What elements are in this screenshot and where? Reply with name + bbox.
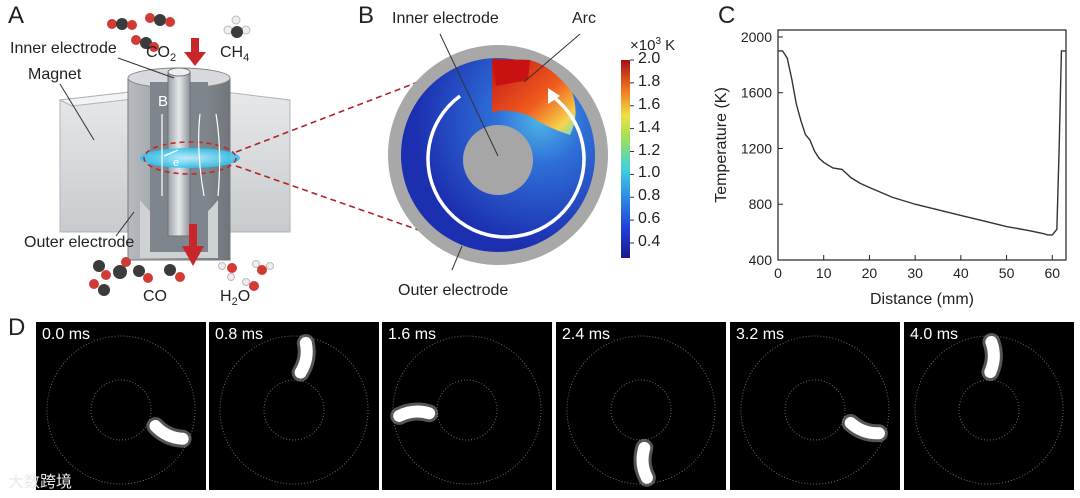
x-tick-label: 10 [816, 265, 832, 281]
camera-frame: 2.4 ms [556, 322, 726, 490]
plasma-ring [140, 148, 240, 168]
panel-a-outer-electrode-label: Outer electrode [24, 234, 135, 251]
outer-electrode-outline [392, 335, 542, 485]
watermark: 大数跨境 [8, 472, 73, 491]
temperature-map [235, 33, 634, 271]
co-molecules [89, 257, 185, 296]
arc-channel [636, 441, 653, 484]
colorbar [621, 59, 634, 258]
colorbar-tick-label: 1.2 [638, 141, 661, 159]
panel-d-letter: D [8, 314, 26, 341]
camera-frame: 1.6 ms [382, 322, 552, 490]
co2-molecules [107, 13, 175, 52]
arc-channel [984, 336, 1000, 379]
x-tick-label: 60 [1044, 265, 1060, 281]
arc-channel [294, 337, 313, 379]
frame-image [566, 335, 716, 487]
y-tick-label: 400 [749, 252, 773, 268]
magnet-block [58, 91, 291, 233]
temperature-series-line [778, 50, 1066, 236]
inflow-arrow [184, 38, 206, 66]
outer-electrode-outline [219, 335, 369, 485]
panel-b-outer-electrode-label: Outer electrode [398, 282, 509, 299]
frame-image [914, 333, 1064, 485]
camera-frame: 4.0 ms [904, 322, 1074, 490]
inner-electrode-outline [263, 379, 325, 441]
arc-channel [844, 416, 885, 440]
reactor-schematic: B e [58, 13, 291, 296]
panel-a-magnet-label: Magnet [28, 66, 82, 83]
x-tick-label: 0 [774, 265, 782, 281]
h2o-label: H2O [220, 288, 251, 309]
panel-a-inner-electrode-label: Inner electrode [10, 40, 117, 57]
colorbar-tick-label: 1.0 [638, 164, 661, 182]
plot-frame [777, 29, 1067, 261]
colorbar-tick-label: 2.0 [638, 50, 661, 67]
y-tick-label: 800 [749, 196, 773, 212]
inner-electrode-outline [436, 379, 498, 441]
arc-channel [149, 420, 189, 445]
inner-electrode-outline [784, 379, 846, 441]
camera-frame: 0.8 ms [209, 322, 379, 490]
colorbar-tick-label: 0.4 [638, 233, 661, 250]
colorbar-tick-label: 0.6 [638, 210, 661, 228]
co-label: CO [143, 288, 167, 305]
inner-electrode-outline [958, 379, 1020, 441]
arc-label: Arc [572, 10, 596, 27]
h2o-molecules [218, 260, 274, 291]
outer-electrode-outline [46, 335, 196, 485]
frame-time-label: 1.6 ms [388, 326, 437, 343]
frame-image [46, 335, 196, 485]
panel-a-letter: A [8, 2, 25, 29]
inner-electrode-disk [463, 125, 533, 195]
inner-electrode-outline [610, 379, 672, 441]
panel-b-inner-electrode-label: Inner electrode [392, 10, 499, 27]
ch4-molecule [223, 15, 251, 38]
frame-time-label: 0.8 ms [215, 326, 264, 343]
frame-time-label: 0.0 ms [42, 326, 91, 343]
arc-channel [393, 405, 436, 422]
plasma-zoom-ellipse [143, 141, 237, 175]
camera-frame: 0.0 ms [36, 322, 206, 490]
outer-electrode-outline [566, 335, 716, 485]
frame-image [219, 334, 369, 485]
rotation-arrow [426, 94, 586, 239]
outflow-arrow [182, 224, 204, 266]
camera-frame: 3.2 ms [730, 322, 900, 490]
inner-electrode-outline [90, 379, 152, 441]
frame-image [740, 335, 890, 485]
co2-label: CO2 [146, 44, 177, 65]
frame-time-label: 2.4 ms [562, 326, 611, 343]
electron-label: e [173, 157, 179, 169]
x-tick-label: 50 [999, 265, 1015, 281]
temperature-profile-chart: 0 10 20 30 40 50 60 400 800 1200 1600 2000 Distance … [713, 29, 1067, 308]
frame-time-label: 3.2 ms [736, 326, 785, 343]
colorbar-tick-label: 0.8 [638, 187, 661, 205]
colorbar-tick-label: 1.6 [638, 95, 661, 113]
ch4-label: CH4 [220, 44, 250, 65]
y-tick-label: 1600 [741, 85, 772, 101]
x-tick-label: 30 [907, 265, 923, 281]
frame-time-label: 4.0 ms [910, 326, 959, 343]
outer-electrode-outline [914, 335, 1064, 485]
y-tick-label: 1200 [741, 140, 772, 156]
x-tick-label: 20 [862, 265, 878, 281]
outer-electrode-outline [740, 335, 890, 485]
y-tick-label: 2000 [741, 29, 772, 45]
frame-image [390, 335, 542, 485]
colorbar-unit: ×103 K [630, 36, 676, 54]
x-axis-label: Distance (mm) [870, 291, 974, 308]
colorbar-tick-label: 1.8 [638, 72, 661, 90]
panel-b-letter: B [358, 2, 375, 29]
panel-c-letter: C [718, 2, 736, 29]
x-tick-label: 40 [953, 265, 969, 281]
colorbar-tick-label: 1.4 [638, 118, 661, 136]
y-axis-label: Temperature (K) [713, 87, 730, 203]
b-field-label: B [158, 93, 168, 110]
